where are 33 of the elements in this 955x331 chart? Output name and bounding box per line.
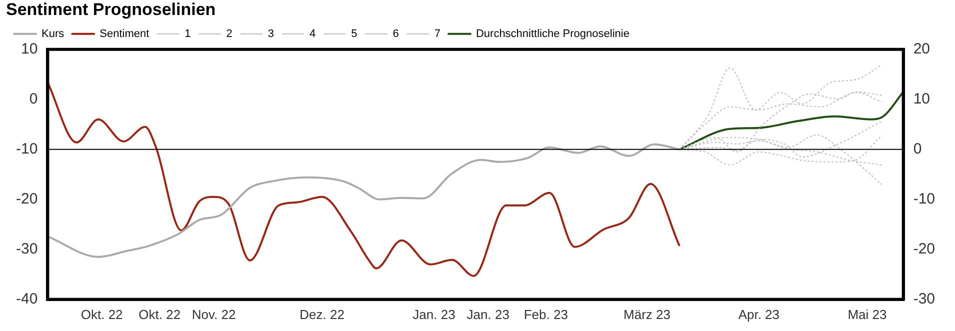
legend-label: 5: [351, 28, 358, 40]
legend-label: 1: [184, 28, 191, 40]
x-tick-label: Okt. 22: [80, 306, 123, 322]
legend-label: Durchschnittliche Prognoselinie: [476, 28, 630, 40]
x-tick-label: Feb. 23: [524, 306, 568, 322]
x-tick-label: Jan. 23: [466, 306, 510, 322]
legend-label: Sentiment: [100, 28, 150, 40]
legend-label: 6: [392, 28, 399, 40]
y2-tick-label: -20: [913, 240, 936, 258]
legend-label: 2: [226, 28, 232, 40]
legend-label: Kurs: [42, 28, 65, 40]
y-tick-label: -30: [16, 240, 38, 258]
y2-tick-label: -30: [913, 290, 936, 308]
x-tick-label: Okt. 22: [138, 306, 181, 322]
y-tick-label: -10: [16, 140, 38, 158]
y2-tick-label: 0: [913, 140, 922, 158]
y2-tick-label: 10: [913, 90, 930, 108]
x-tick-label: Mai 23: [848, 306, 887, 322]
x-tick-label: Apr. 23: [738, 306, 780, 322]
x-tick-label: Dez. 22: [300, 306, 344, 322]
y-tick-label: 10: [20, 40, 38, 58]
legend-label: 4: [310, 28, 316, 40]
legend-label: 7: [434, 28, 440, 40]
legend-label: 3: [268, 28, 274, 40]
x-tick-label: März 23: [624, 306, 670, 322]
y-tick-label: -40: [16, 290, 38, 308]
y-tick-label: -20: [16, 190, 38, 208]
y-tick-label: 0: [29, 90, 38, 108]
x-tick-label: Jan. 23: [412, 306, 456, 322]
x-tick-label: Nov. 22: [192, 306, 236, 322]
y2-tick-label: 20: [913, 40, 930, 58]
chart-title: Sentiment Prognoselinien: [6, 0, 216, 19]
y2-tick-label: -10: [913, 190, 936, 208]
